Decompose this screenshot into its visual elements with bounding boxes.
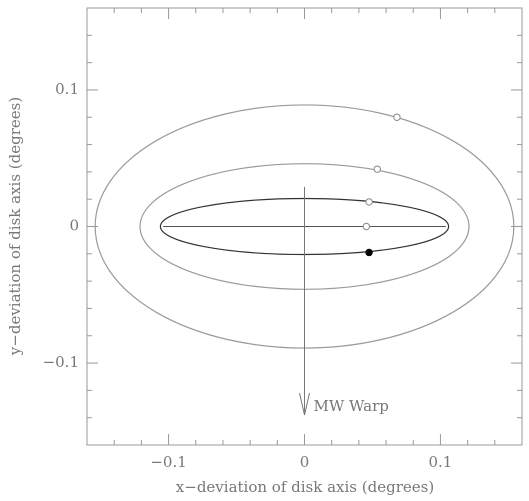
y-tick-label: 0 [69,217,79,235]
point [373,165,381,173]
point [362,222,371,231]
x-axis-label: x−deviation of disk axis (degrees) [176,478,434,496]
x-tick-label: 0 [300,453,310,471]
point [365,248,373,257]
y-tick-label: −0.1 [43,353,79,371]
x-tick-label: 0.1 [429,453,453,471]
y-tick-label: 0.1 [55,80,79,98]
point [393,113,401,121]
y-axis-label: y−deviation of disk axis (degrees) [6,97,24,356]
arrow-head [299,392,310,416]
point [365,198,373,206]
x-tick-label: −0.1 [150,453,186,471]
arrow-label: MW Warp [314,397,389,415]
